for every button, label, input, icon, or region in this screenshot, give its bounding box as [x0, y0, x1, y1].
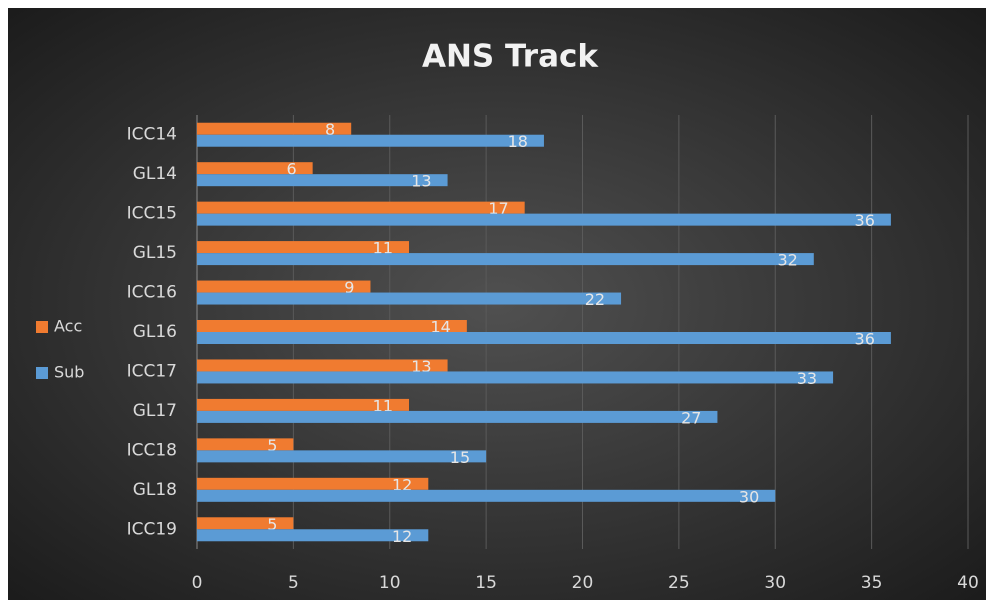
x-tick-label: 30	[764, 573, 786, 593]
data-label: 12	[392, 527, 412, 546]
bar	[197, 162, 313, 175]
data-label: 33	[797, 369, 817, 388]
bar	[197, 134, 544, 147]
data-label: 36	[855, 211, 875, 230]
bar	[197, 332, 891, 344]
data-label: 22	[585, 290, 605, 309]
x-tick-label: 40	[957, 573, 979, 593]
bar	[197, 213, 891, 226]
data-label: 6	[286, 160, 296, 179]
bar	[197, 371, 834, 384]
x-tick-label: 0	[192, 573, 203, 593]
data-label: 17	[488, 199, 508, 218]
bar	[197, 438, 294, 451]
y-tick-label: GL16	[133, 322, 177, 342]
data-label: 13	[411, 172, 431, 191]
data-label: 12	[392, 475, 412, 494]
bar	[197, 477, 429, 490]
data-label: 18	[508, 132, 528, 151]
data-label: 11	[373, 396, 393, 415]
x-tick-label: 20	[572, 573, 594, 593]
data-label: 5	[267, 515, 277, 534]
data-label: 14	[430, 318, 450, 337]
bar	[197, 201, 525, 214]
bar	[197, 410, 718, 423]
legend-label: Acc	[54, 317, 82, 336]
bar	[197, 122, 352, 135]
x-tick-label: 35	[861, 573, 883, 593]
y-tick-label: GL14	[133, 164, 177, 184]
bar	[197, 320, 467, 332]
y-tick-label: GL18	[133, 480, 177, 500]
y-tick-label: ICC15	[127, 204, 177, 224]
y-tick-label: ICC16	[127, 283, 177, 303]
y-tick-label: ICC19	[127, 519, 177, 539]
legend-swatch	[36, 321, 48, 333]
bar	[197, 489, 776, 502]
legend-swatch	[36, 367, 48, 379]
chart-title: ANS Track	[422, 39, 599, 75]
y-tick-label: GL15	[133, 243, 177, 263]
y-tick-label: ICC18	[127, 440, 177, 460]
bar	[197, 517, 294, 530]
bar	[197, 292, 622, 305]
x-tick-label: 10	[379, 573, 401, 593]
data-label: 15	[450, 448, 470, 467]
legend-label: Sub	[54, 363, 84, 382]
data-label: 30	[739, 487, 759, 506]
bar	[197, 253, 814, 266]
y-tick-label: GL17	[133, 401, 177, 421]
data-label: 32	[777, 251, 797, 270]
data-label: 27	[681, 408, 701, 427]
bar	[197, 359, 448, 372]
x-tick-label: 25	[668, 573, 690, 593]
x-tick-label: 5	[288, 573, 299, 593]
y-tick-label: ICC17	[127, 361, 177, 381]
bar	[197, 398, 410, 411]
data-label: 8	[325, 120, 335, 139]
bar	[197, 241, 410, 254]
data-label: 13	[411, 357, 431, 376]
bar	[197, 529, 429, 542]
x-tick-label: 15	[475, 573, 497, 593]
bar	[197, 174, 448, 187]
y-tick-label: ICC14	[127, 125, 177, 145]
data-label: 36	[855, 330, 875, 349]
data-label: 9	[344, 278, 354, 297]
data-label: 5	[267, 436, 277, 455]
data-label: 11	[373, 239, 393, 258]
bar	[197, 280, 371, 293]
bar	[197, 450, 487, 463]
